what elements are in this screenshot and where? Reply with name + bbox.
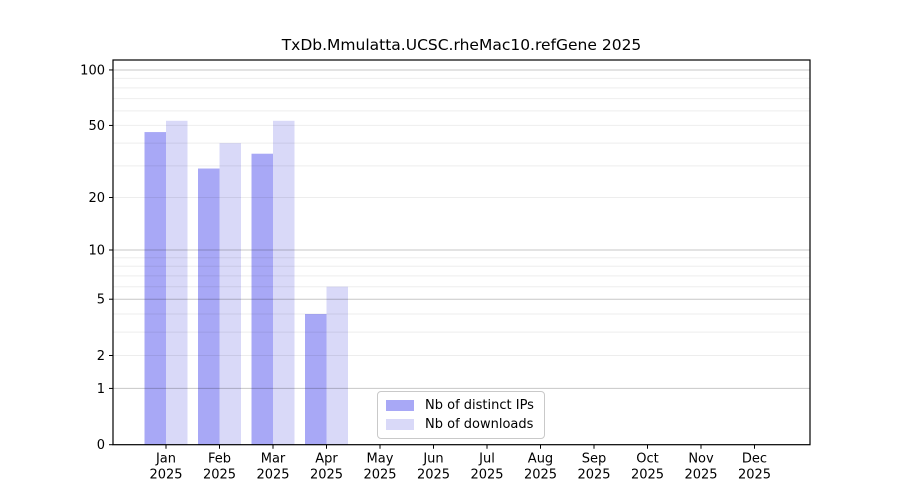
x-tick-year: 2025 <box>738 468 771 483</box>
x-tick-label: Jan 2025 <box>149 452 182 483</box>
x-tick-year: 2025 <box>363 468 396 483</box>
x-tick-month: May <box>367 452 394 467</box>
x-tick-label: May 2025 <box>363 452 396 483</box>
bar-downloads-jan <box>166 120 188 445</box>
x-tick-year: 2025 <box>577 468 610 483</box>
y-tick-label: 100 <box>80 63 105 78</box>
x-tick-month: Feb <box>208 452 231 467</box>
x-tick-label: Mar 2025 <box>256 452 289 483</box>
x-tick-month: Jun <box>422 452 443 467</box>
legend-swatch-icon <box>386 399 414 411</box>
x-tick-label: Feb 2025 <box>203 452 236 483</box>
x-tick-label: Sep 2025 <box>577 452 610 483</box>
bar-downloads-feb <box>219 143 241 445</box>
y-tick-label: 0 <box>97 438 105 453</box>
x-tick-month: Sep <box>582 452 607 467</box>
x-tick-year: 2025 <box>684 468 717 483</box>
y-tick-label: 10 <box>88 243 105 258</box>
y-tick-label: 1 <box>97 382 105 397</box>
bar-distinct-ips-jan <box>144 132 166 445</box>
y-tick-label: 50 <box>88 119 105 134</box>
y-tick-label: 2 <box>97 349 105 364</box>
bar-distinct-ips-mar <box>251 153 273 445</box>
legend: Nb of distinct IPs Nb of downloads <box>377 391 545 439</box>
x-tick-year: 2025 <box>524 468 557 483</box>
bar-downloads-mar <box>273 120 295 445</box>
x-tick-year: 2025 <box>417 468 450 483</box>
x-tick-label: Apr 2025 <box>310 452 343 483</box>
x-tick-month: Mar <box>261 452 286 467</box>
x-tick-label: Nov 2025 <box>684 452 717 483</box>
legend-label: Nb of distinct IPs <box>425 397 534 413</box>
x-tick-month: Jul <box>478 452 495 467</box>
x-tick-year: 2025 <box>256 468 289 483</box>
plot-frame <box>112 59 811 446</box>
x-tick-month: Dec <box>742 452 767 467</box>
x-tick-year: 2025 <box>149 468 182 483</box>
x-tick-year: 2025 <box>310 468 343 483</box>
y-tick-label: 20 <box>88 191 105 206</box>
x-tick-year: 2025 <box>203 468 236 483</box>
x-tick-month: Aug <box>528 452 553 467</box>
x-tick-month: Oct <box>636 452 658 467</box>
x-tick-month: Nov <box>688 452 714 467</box>
bar-downloads-apr <box>326 286 348 445</box>
x-tick-label: Oct 2025 <box>631 452 664 483</box>
x-tick-label: Dec 2025 <box>738 452 771 483</box>
legend-item: Nb of downloads <box>386 415 536 434</box>
bar-distinct-ips-feb <box>198 168 220 445</box>
x-tick-month: Apr <box>315 452 338 467</box>
legend-item: Nb of distinct IPs <box>386 396 536 415</box>
legend-swatch-icon <box>386 419 414 431</box>
chart-title: TxDb.Mmulatta.UCSC.rheMac10.refGene 2025 <box>281 36 642 54</box>
x-tick-year: 2025 <box>470 468 503 483</box>
x-tick-label: Aug 2025 <box>524 452 557 483</box>
x-tick-label: Jun 2025 <box>417 452 450 483</box>
y-tick-label: 5 <box>97 293 105 308</box>
legend-label: Nb of downloads <box>425 417 534 433</box>
x-tick-label: Jul 2025 <box>470 452 503 483</box>
bar-distinct-ips-apr <box>305 314 327 445</box>
x-tick-year: 2025 <box>631 468 664 483</box>
x-tick-month: Jan <box>155 452 176 467</box>
